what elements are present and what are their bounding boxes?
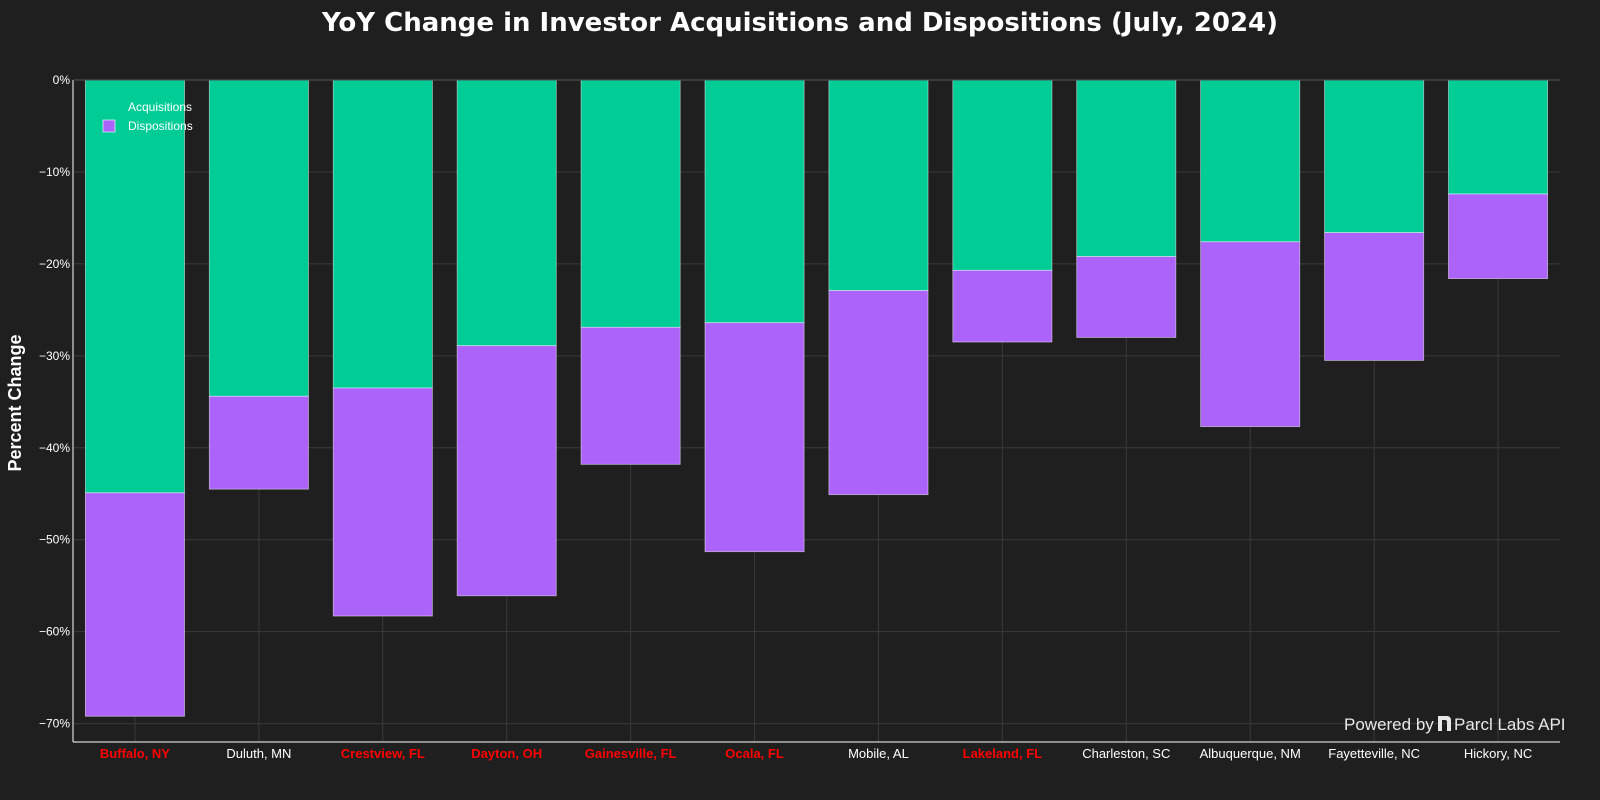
bar-dispositions-albuquerque-nm[interactable] xyxy=(1200,241,1301,428)
bar-dispositions-dayton-oh[interactable] xyxy=(456,345,557,597)
watermark-prefix: Powered by xyxy=(1344,715,1434,734)
bar-dispositions-hickory-nc[interactable] xyxy=(1448,193,1549,279)
y-tick-label: −50% xyxy=(39,533,70,547)
x-tick-label: Duluth, MN xyxy=(226,746,291,761)
y-tick-label: −60% xyxy=(39,625,70,639)
x-tick-label: Dayton, OH xyxy=(471,746,542,761)
bar-acquisitions-lakeland-fl[interactable] xyxy=(952,79,1053,271)
bar-dispositions-duluth-mn[interactable] xyxy=(208,395,309,490)
bar-acquisitions-mobile-al[interactable] xyxy=(828,79,929,291)
bar-dispositions-crestview-fl[interactable] xyxy=(332,387,433,617)
parcl-logo-icon xyxy=(1438,716,1451,731)
bar-acquisitions-charleston-sc[interactable] xyxy=(1076,79,1177,257)
y-tick-label: −20% xyxy=(39,257,70,271)
bar-acquisitions-crestview-fl[interactable] xyxy=(332,79,433,389)
bar-acquisitions-albuquerque-nm[interactable] xyxy=(1200,79,1301,243)
y-tick-label: −70% xyxy=(39,717,70,731)
x-tick-label: Fayetteville, NC xyxy=(1328,746,1420,761)
x-tick-label: Hickory, NC xyxy=(1464,746,1532,761)
y-axis-label: Percent Change xyxy=(5,334,25,471)
axes-layer: 0% −10% −20% −30% −40% −50% −60% −70% Buffalo, N… xyxy=(39,73,1560,761)
legend[interactable]: Acquisitions Dispositions xyxy=(102,100,193,133)
legend-label-dispositions[interactable]: Dispositions xyxy=(128,119,193,133)
watermark-brand: Parcl Labs API xyxy=(1454,715,1566,734)
x-tick-label: Gainesville, FL xyxy=(585,746,677,761)
bar-dispositions-fayetteville-nc[interactable] xyxy=(1324,232,1425,361)
x-tick-label: Mobile, AL xyxy=(848,746,909,761)
y-tick-label: −30% xyxy=(39,349,70,363)
bar-dispositions-ocala-fl[interactable] xyxy=(704,322,805,553)
y-tick-label: −10% xyxy=(39,165,70,179)
bar-acquisitions-duluth-mn[interactable] xyxy=(208,79,309,397)
bar-dispositions-mobile-al[interactable] xyxy=(828,290,929,496)
x-tick-label: Lakeland, FL xyxy=(963,746,1043,761)
bar-dispositions-buffalo-ny[interactable] xyxy=(84,492,185,717)
bar-acquisitions-dayton-oh[interactable] xyxy=(456,79,557,347)
bar-dispositions-charleston-sc[interactable] xyxy=(1076,256,1177,338)
x-tick-label: Crestview, FL xyxy=(341,746,425,761)
watermark: Powered by Parcl Labs API xyxy=(1344,715,1566,734)
bar-dispositions-gainesville-fl[interactable] xyxy=(580,326,681,465)
bar-dispositions-lakeland-fl[interactable] xyxy=(952,269,1053,343)
bar-acquisitions-buffalo-ny[interactable] xyxy=(84,79,185,494)
bars-layer xyxy=(84,79,1549,717)
chart-title: YoY Change in Investor Acquisitions and … xyxy=(321,8,1279,38)
bar-acquisitions-gainesville-fl[interactable] xyxy=(580,79,681,328)
y-tick-label: −40% xyxy=(39,441,70,455)
legend-swatch-acquisitions[interactable] xyxy=(102,100,116,114)
bar-acquisitions-hickory-nc[interactable] xyxy=(1448,79,1549,195)
bar-acquisitions-ocala-fl[interactable] xyxy=(704,79,805,324)
legend-label-acquisitions[interactable]: Acquisitions xyxy=(128,100,192,114)
x-tick-label: Buffalo, NY xyxy=(100,746,170,761)
x-tick-label: Ocala, FL xyxy=(725,746,784,761)
legend-swatch-dispositions[interactable] xyxy=(102,119,116,133)
bar-acquisitions-fayetteville-nc[interactable] xyxy=(1324,79,1425,234)
x-tick-label: Albuquerque, NM xyxy=(1200,746,1301,761)
x-tick-label: Charleston, SC xyxy=(1082,746,1170,761)
y-tick-label: 0% xyxy=(53,73,71,87)
